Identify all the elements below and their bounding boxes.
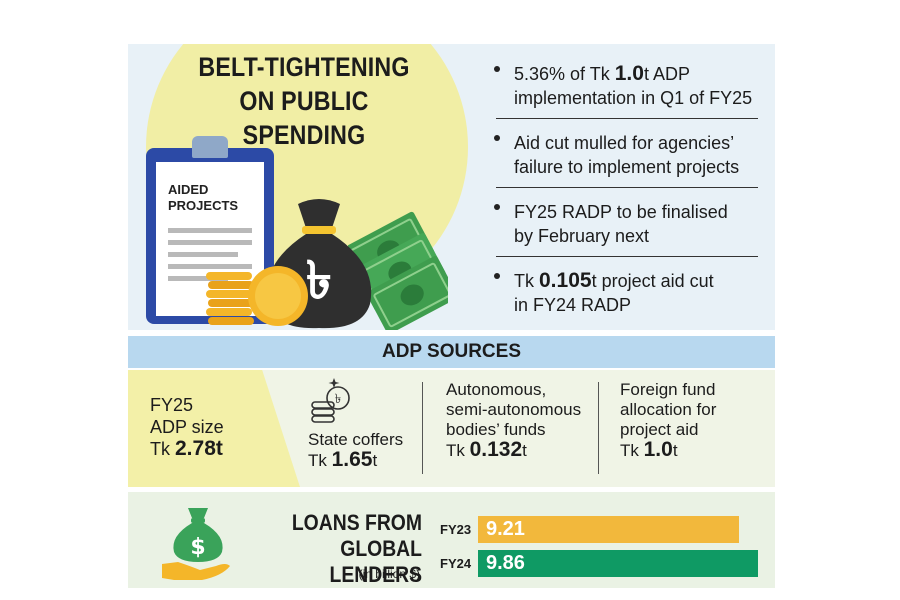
adp-sources-header: ADP SOURCES xyxy=(128,336,775,368)
clipboard-text-line xyxy=(168,252,238,257)
foreign-label-line-2: allocation for xyxy=(620,400,717,419)
fact-text-line-2: implementation in Q1 of FY25 xyxy=(514,88,753,108)
foreign-label-line-3: project aid xyxy=(620,420,699,439)
loans-subtitle: (in billion $) xyxy=(358,567,420,581)
fact-value: 1.0 xyxy=(614,62,644,85)
autonomous-bodies-funds: Autonomous, semi-autonomous bodies’ fund… xyxy=(446,380,581,461)
clipboard-title-line-1: AIDED xyxy=(168,182,209,197)
adp-size: FY25 ADP size Tk 2.78t xyxy=(150,394,224,460)
column-divider xyxy=(422,382,423,474)
loans-title: LOANS FROM GLOBAL LENDERS xyxy=(271,510,422,588)
coin-stack-icon xyxy=(206,266,308,326)
clipboard-icon: AIDED PROJECTS xyxy=(146,136,274,324)
clipboard-clip xyxy=(192,136,228,158)
loans-title-line-2: GLOBAL LENDERS xyxy=(329,536,422,587)
adp-size-value: 2.78t xyxy=(175,437,223,460)
state-coffers-label: State coffers xyxy=(308,430,404,449)
clipboard-title-line-2: PROJECTS xyxy=(168,198,239,213)
fact-item: 5.36% of Tk 1.0t ADP implementation in Q… xyxy=(494,60,758,119)
top-section: BELT-TIGHTENING ON PUBLIC SPENDING AIDED… xyxy=(128,44,775,330)
loans-section: $ LOANS FROM GLOBAL LENDERS (in billion … xyxy=(128,492,775,588)
clipboard-text-line xyxy=(168,276,228,281)
column-divider xyxy=(598,382,599,474)
loans-title-line-1: LOANS FROM xyxy=(291,510,422,535)
fact-text-line-2: by February next xyxy=(514,226,650,246)
fact-text: Tk xyxy=(514,271,539,291)
state-coffers-suffix: t xyxy=(372,451,378,470)
bar-value-label: 9.86 xyxy=(486,552,525,574)
fact-text: t project aid cut xyxy=(591,271,714,291)
clipboard-text-line xyxy=(168,264,252,269)
bar: 9.86 xyxy=(478,550,758,577)
foreign-value: 1.0 xyxy=(643,438,673,461)
title-line-3: SPENDING xyxy=(242,120,366,150)
bar-value-label: 9.21 xyxy=(486,518,525,540)
clipboard-text-line xyxy=(168,240,252,245)
foreign-prefix: Tk xyxy=(620,441,644,460)
adp-size-prefix: Tk xyxy=(150,439,175,459)
bullet-dot xyxy=(494,204,500,210)
svg-text:৳: ৳ xyxy=(335,392,341,407)
foreign-label-line-1: Foreign fund xyxy=(620,380,716,399)
svg-text:৳: ৳ xyxy=(306,251,332,311)
fact-item: Aid cut mulled for agencies’ failure to … xyxy=(494,129,758,188)
title-line-1: BELT-TIGHTENING xyxy=(198,52,410,82)
svg-text:$: $ xyxy=(190,535,205,560)
money-bag-hand-icon: $ xyxy=(162,508,230,580)
autonomous-label-line-1: Autonomous, xyxy=(446,380,547,399)
fact-text-line-2: in FY24 RADP xyxy=(514,295,632,315)
bullet-dot xyxy=(494,66,500,72)
adp-size-line-1: FY25 xyxy=(150,395,194,415)
fact-text: FY25 RADP to be finalised xyxy=(514,202,728,222)
clipboard-title: AIDED PROJECTS xyxy=(168,182,238,214)
fact-value: 0.105 xyxy=(539,269,592,292)
state-coffers-prefix: Tk xyxy=(308,451,332,470)
adp-size-line-2: ADP size xyxy=(150,417,224,437)
clipboard-text-line xyxy=(168,228,252,233)
facts-list: 5.36% of Tk 1.0t ADP implementation in Q… xyxy=(494,60,758,330)
bar: 9.21 xyxy=(478,516,740,543)
bar-category-label: FY23 xyxy=(440,522,472,537)
taka-coins-icon: ৳ xyxy=(311,378,350,423)
autonomous-value: 0.132 xyxy=(469,438,523,461)
bullet-dot xyxy=(494,273,500,279)
autonomous-suffix: t xyxy=(522,441,527,460)
page-title: BELT-TIGHTENING ON PUBLIC SPENDING xyxy=(197,50,410,152)
fact-text: t ADP xyxy=(643,64,690,84)
adp-sources-section: FY25 ADP size Tk 2.78t ৳ State coffers T… xyxy=(128,370,775,487)
fact-text: 5.36% of Tk xyxy=(514,64,615,84)
title-line-2: ON PUBLIC xyxy=(239,86,369,116)
autonomous-label-line-2: semi-autonomous xyxy=(446,400,582,419)
foreign-fund-allocation: Foreign fund allocation for project aid … xyxy=(620,380,716,461)
autonomous-label-line-3: bodies’ funds xyxy=(446,420,546,439)
foreign-suffix: t xyxy=(672,441,678,460)
fact-text-line-2: failure to implement projects xyxy=(514,157,740,177)
bullet-dot xyxy=(494,135,500,141)
fact-item: Tk 0.105t project aid cut in FY24 RADP xyxy=(494,267,758,325)
state-coffers: State coffers Tk 1.65t xyxy=(308,430,403,471)
state-coffers-value: 1.65 xyxy=(331,448,373,471)
autonomous-prefix: Tk xyxy=(446,441,470,460)
fact-text: Aid cut mulled for agencies’ xyxy=(514,133,735,153)
bar-category-label: FY24 xyxy=(440,556,472,571)
fact-item: FY25 RADP to be finalised by February ne… xyxy=(494,198,758,257)
